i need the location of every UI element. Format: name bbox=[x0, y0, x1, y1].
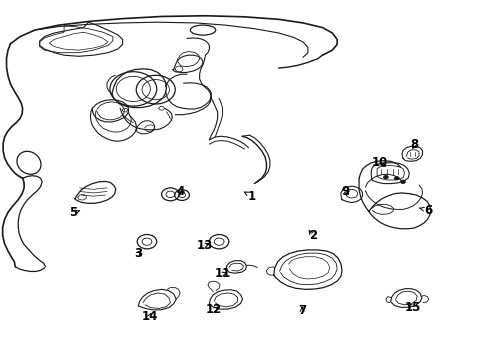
Text: 5: 5 bbox=[69, 207, 80, 220]
Text: 1: 1 bbox=[244, 190, 255, 203]
Text: 7: 7 bbox=[297, 305, 305, 318]
Circle shape bbox=[383, 175, 387, 179]
Text: 11: 11 bbox=[214, 267, 230, 280]
Text: 9: 9 bbox=[341, 185, 349, 198]
Circle shape bbox=[393, 176, 398, 180]
Text: 14: 14 bbox=[141, 310, 157, 324]
Text: 3: 3 bbox=[134, 247, 142, 260]
Text: 15: 15 bbox=[404, 301, 420, 314]
Text: 4: 4 bbox=[176, 185, 184, 198]
Text: 2: 2 bbox=[308, 229, 316, 242]
Text: 12: 12 bbox=[206, 303, 222, 316]
Text: 13: 13 bbox=[196, 239, 212, 252]
Circle shape bbox=[400, 180, 405, 184]
Text: 8: 8 bbox=[409, 138, 417, 151]
Text: 10: 10 bbox=[371, 156, 387, 169]
Text: 6: 6 bbox=[418, 204, 432, 217]
